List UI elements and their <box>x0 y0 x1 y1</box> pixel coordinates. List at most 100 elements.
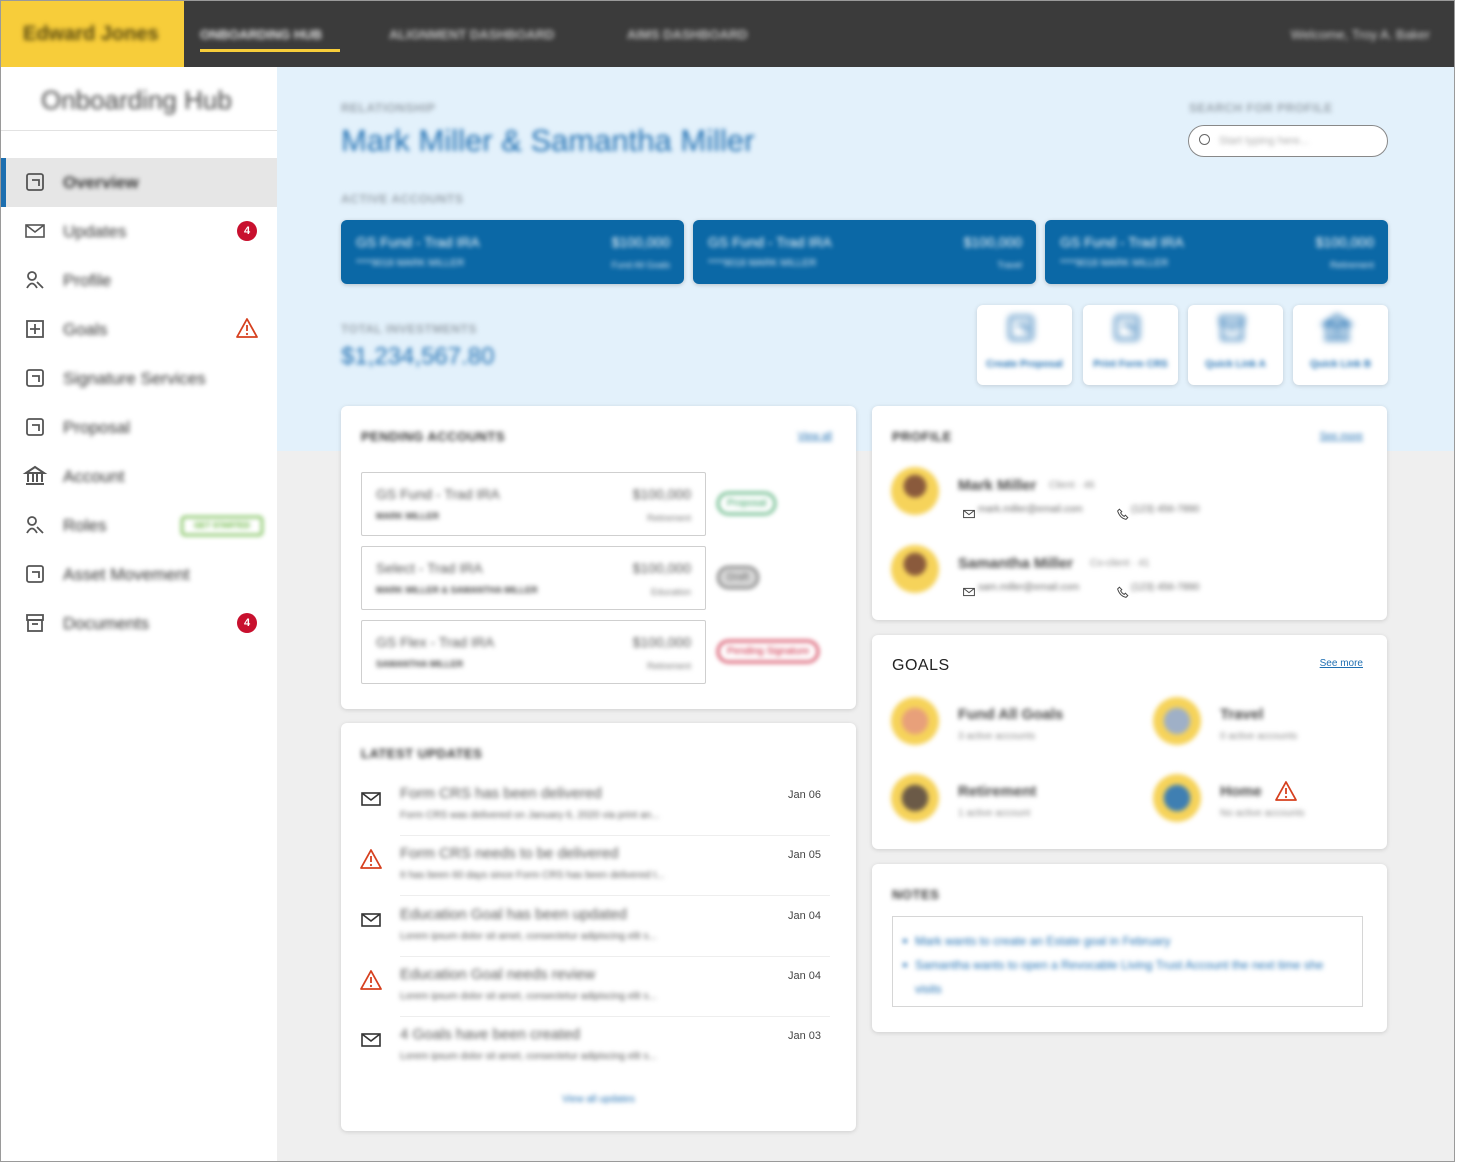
icon <box>360 788 382 810</box>
pending-goal: Education <box>650 587 691 597</box>
divider <box>400 955 830 957</box>
sidebar-title: Onboarding Hub <box>41 85 232 115</box>
card-link[interactable]: View all updates <box>562 1094 635 1105</box>
nav-item[interactable]: Roles GET STARTED <box>1 501 277 550</box>
nav-item[interactable]: Account <box>1 452 277 501</box>
icon-shape <box>360 969 382 990</box>
icon-shape <box>360 849 382 870</box>
update-text: Lorem ipsum dolor sit amet, consectetur … <box>400 930 657 942</box>
update-text: It has been 60 days since Form CRS has b… <box>400 870 665 882</box>
icon-shape <box>22 465 48 485</box>
pending-row[interactable]: Select - Trad IRA $100,000 MARK MILLER & S… <box>361 546 706 610</box>
icon-shape <box>26 271 44 289</box>
note: Mark wants to create an Estate goal in F… <box>915 934 1171 948</box>
icon <box>236 317 258 339</box>
icon <box>962 507 975 520</box>
nav-label: Profile <box>63 271 112 290</box>
logo: Edward Jones <box>23 23 159 45</box>
icon-shape <box>26 320 44 338</box>
nav-tab[interactable]: ALIGNMENT DASHBOARD <box>389 27 555 42</box>
icon-shape <box>26 173 44 191</box>
update-date: Jan 03 <box>788 1030 822 1043</box>
pending-owner: SAMANTHA MILLER <box>376 659 464 669</box>
goal-avatar[interactable] <box>1153 697 1201 745</box>
icon <box>22 465 48 487</box>
goal-avatar[interactable] <box>891 697 939 745</box>
icon-shape <box>26 418 44 436</box>
pending-amount: $100,000 <box>632 486 691 502</box>
card-link[interactable]: See more <box>1319 431 1363 442</box>
account-card[interactable]: GS Fund - Trad IRA $100,000 ****9018 MARK … <box>1045 220 1388 284</box>
account-name: GS Fund - Trad IRA <box>708 234 832 250</box>
goals-card: GOALS See more Fund All Goals 3 active acco… <box>872 635 1387 849</box>
icon-shape <box>361 1033 381 1043</box>
pending-owner: MARK MILLER & SAMANTHA MILLER <box>376 585 538 595</box>
nav-label: Asset Movement <box>63 565 190 584</box>
nav-label: Proposal <box>63 418 131 437</box>
update-title: 4 Goals have been created <box>400 1026 581 1044</box>
nav-tab[interactable]: AIMS DASHBOARD <box>627 27 748 42</box>
nav-tab[interactable]: ONBOARDING HUB <box>200 27 323 42</box>
icon <box>1116 507 1129 520</box>
icon-shape <box>1219 315 1245 341</box>
goal-avatar[interactable] <box>891 774 939 822</box>
account-owner: ****9018 MARK MILLER <box>356 258 465 269</box>
nav-label: Account <box>63 467 125 486</box>
search-placeholder: Start typing here... <box>1219 135 1309 147</box>
goal-avatar[interactable] <box>1153 774 1201 822</box>
account-amount: $100,000 <box>611 234 670 250</box>
icon-shape <box>245 332 249 336</box>
card-link[interactable]: See more <box>1319 658 1363 669</box>
relationship-label: RELATIONSHIP <box>341 101 436 115</box>
goal-name: Retirement <box>958 783 1037 800</box>
search-box[interactable]: Start typing here... <box>1188 125 1388 157</box>
avatar <box>891 467 939 515</box>
pending-name: GS Fund - Trad IRA <box>376 486 500 502</box>
goal-text: No active accounts <box>1220 808 1305 819</box>
icon-shape <box>25 224 45 238</box>
quick-link[interactable]: Print Form CRS <box>1083 305 1178 385</box>
card-title: NOTES <box>892 887 940 902</box>
icon <box>24 318 46 340</box>
account-goal: Fund All Goals <box>611 260 670 270</box>
icon-shape <box>361 912 381 927</box>
person-email: mark.miller@email.com <box>978 504 1083 515</box>
pending-row[interactable]: GS Fund - Trad IRA $100,000 MARK MILLER Ret… <box>361 472 706 536</box>
quick-link[interactable]: Quick Link A <box>1188 305 1283 385</box>
card-title: LATEST UPDATES <box>361 746 483 761</box>
quick-link[interactable]: Quick Link B <box>1293 305 1388 385</box>
icon <box>24 514 46 536</box>
pending-row[interactable]: GS Flex - Trad IRA $100,000 SAMANTHA MILLE… <box>361 620 706 684</box>
nav-item[interactable]: Updates 4 <box>1 207 277 256</box>
icon-shape <box>1117 508 1129 520</box>
nav-item[interactable]: Proposal <box>1 403 277 452</box>
icon-shape <box>361 792 381 806</box>
icon-shape <box>27 516 37 526</box>
icon <box>962 585 975 598</box>
account-goal: Travel <box>997 260 1022 270</box>
icon-shape <box>26 418 44 436</box>
nav-item[interactable]: Profile <box>1 256 277 305</box>
icon-shape <box>1319 313 1355 341</box>
account-card[interactable]: GS Fund - Trad IRA $100,000 ****9018 MARK … <box>341 220 684 284</box>
icon-shape <box>26 281 44 289</box>
search-label: SEARCH FOR PROFILE <box>1189 101 1333 115</box>
icon <box>360 969 382 991</box>
nav-item[interactable]: Signature Services <box>1 354 277 403</box>
update-date: Jan 04 <box>788 909 822 922</box>
updates-card: LATEST UPDATES Form CRS has been delivere… <box>341 723 856 1131</box>
card-link[interactable]: View all <box>797 431 832 442</box>
account-amount: $100,000 <box>963 234 1022 250</box>
icon-shape <box>22 465 48 485</box>
status-pill: Proposal <box>717 492 777 515</box>
icon <box>1319 313 1355 344</box>
icon-shape <box>1117 586 1129 598</box>
quick-link[interactable]: Create Proposal <box>977 305 1072 385</box>
nav-item[interactable]: Goals <box>1 305 277 354</box>
nav-item[interactable]: Documents 4 <box>1 599 277 648</box>
nav-item[interactable]: Asset Movement <box>1 550 277 599</box>
icon-shape <box>27 619 43 632</box>
account-card[interactable]: GS Fund - Trad IRA $100,000 ****9018 MARK … <box>693 220 1036 284</box>
nav-item[interactable]: Overview <box>1 158 277 207</box>
